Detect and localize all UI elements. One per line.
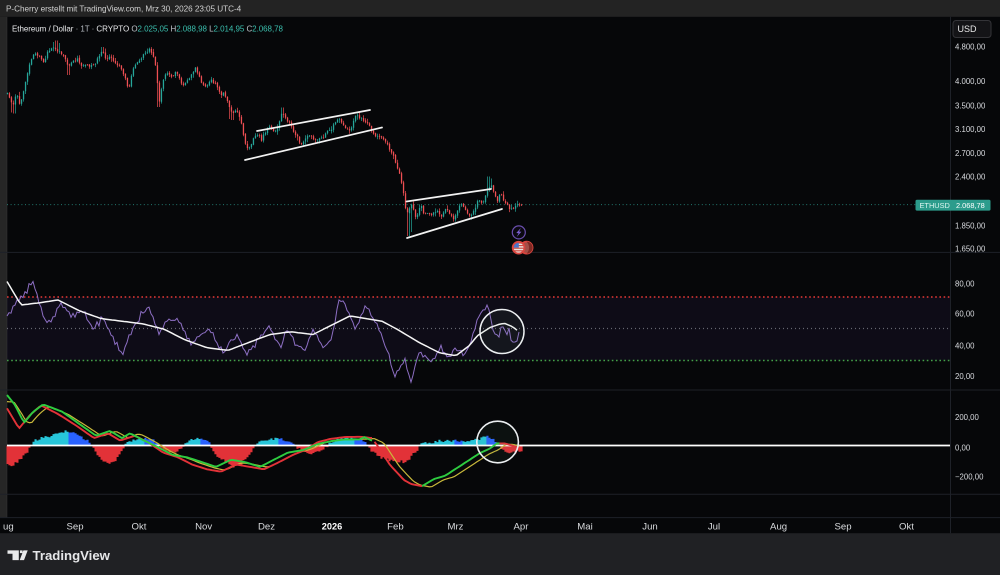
svg-text:1.850,00: 1.850,00 xyxy=(955,221,986,230)
svg-text:Okt: Okt xyxy=(132,522,147,533)
svg-text:20,00: 20,00 xyxy=(955,372,975,381)
svg-text:Okt: Okt xyxy=(899,522,914,533)
svg-text:80,00: 80,00 xyxy=(955,280,975,289)
svg-text:0,00: 0,00 xyxy=(955,443,971,452)
svg-text:Ethereum / Dollar · 1T · CRYPT: Ethereum / Dollar · 1T · CRYPTO O2.025,0… xyxy=(12,24,284,33)
svg-text:3.100,00: 3.100,00 xyxy=(955,125,986,134)
svg-text:1.650,00: 1.650,00 xyxy=(955,244,986,253)
svg-text:Jun: Jun xyxy=(642,522,657,533)
svg-text:200,00: 200,00 xyxy=(955,413,980,422)
svg-text:Feb: Feb xyxy=(387,522,404,533)
svg-text:TradingView: TradingView xyxy=(33,548,111,563)
svg-text:60,00: 60,00 xyxy=(955,310,975,319)
svg-text:Nov: Nov xyxy=(195,522,212,533)
svg-text:Apr: Apr xyxy=(514,522,530,533)
svg-text:Dez: Dez xyxy=(258,522,275,533)
svg-text:2.068,78: 2.068,78 xyxy=(956,201,985,210)
svg-text:USD: USD xyxy=(958,24,978,34)
svg-text:2.400,00: 2.400,00 xyxy=(955,172,986,181)
svg-text:−200,00: −200,00 xyxy=(955,473,984,482)
svg-text:Sep: Sep xyxy=(834,522,851,533)
svg-text:4.000,00: 4.000,00 xyxy=(955,77,986,86)
svg-text:40,00: 40,00 xyxy=(955,342,975,351)
svg-text:Mrz: Mrz xyxy=(448,522,464,533)
svg-text:4.800,00: 4.800,00 xyxy=(955,42,986,51)
svg-text:2.700,00: 2.700,00 xyxy=(955,149,986,158)
svg-text:Sep: Sep xyxy=(66,522,83,533)
svg-text:Jul: Jul xyxy=(708,522,720,533)
svg-text:Aug: Aug xyxy=(770,522,787,533)
svg-text:3.500,00: 3.500,00 xyxy=(955,102,986,111)
svg-text:P-Cherry erstellt mit TradingV: P-Cherry erstellt mit TradingView.com, M… xyxy=(6,4,242,13)
svg-text:ug: ug xyxy=(3,522,14,533)
svg-text:2026: 2026 xyxy=(322,522,342,532)
svg-text:ETHUSD: ETHUSD xyxy=(920,201,950,210)
svg-text:Mai: Mai xyxy=(577,522,592,533)
